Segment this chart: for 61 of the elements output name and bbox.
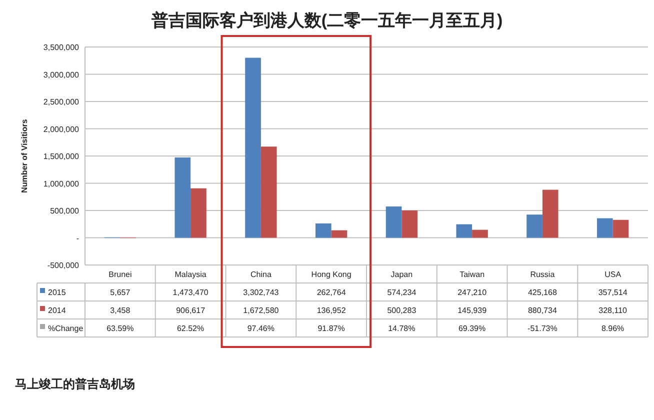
- data-label: 500,283: [387, 306, 417, 315]
- x-tick-label: Brunei: [108, 270, 132, 279]
- bar: [402, 210, 418, 238]
- text: 8.96%: [601, 324, 624, 333]
- data-label: 5,657: [110, 288, 131, 297]
- chart-title: 普吉国际客户到港人数(二零一五年一月至五月): [150, 10, 503, 30]
- data-label: 145,939: [458, 306, 488, 315]
- y-tick-label: 2,000,000: [43, 124, 80, 134]
- bar: [526, 214, 542, 238]
- legend-label: 2014: [48, 306, 66, 315]
- y-axis-title: Number of Visitiors: [20, 118, 29, 193]
- x-tick-label: Taiwan: [460, 270, 485, 279]
- text: 91.87%: [318, 324, 345, 333]
- data-label: 574,234: [387, 288, 417, 297]
- y-tick-label: 3,500,000: [43, 43, 80, 52]
- y-tick-label: 500,000: [50, 206, 80, 216]
- data-label: 136,952: [316, 306, 346, 315]
- data-label: 3,458: [110, 306, 131, 315]
- text: -51.73%: [528, 324, 558, 333]
- data-label: 1,672,580: [243, 306, 280, 315]
- data-label: 3,302,743: [243, 288, 280, 297]
- legend-label: 2015: [48, 288, 66, 297]
- x-tick-label: Japan: [390, 270, 413, 279]
- x-tick-label: China: [250, 270, 272, 279]
- bar: [472, 230, 488, 238]
- data-label: 328,110: [598, 306, 628, 315]
- bar: [174, 157, 191, 238]
- bar: [456, 224, 472, 238]
- data-label: 880,734: [528, 306, 558, 315]
- text: 97.46%: [247, 324, 275, 333]
- bar: [542, 190, 558, 238]
- text: 马上竣工的普吉岛机场: [15, 377, 135, 391]
- data-label: 425,168: [528, 288, 558, 297]
- bar: [190, 188, 206, 238]
- bar: [386, 206, 402, 238]
- bar: [245, 58, 261, 238]
- legend-label: %Change: [48, 324, 84, 333]
- x-tick-label: Malaysia: [174, 270, 207, 279]
- data-label: 906,617: [176, 306, 206, 315]
- bar: [260, 146, 277, 238]
- data-label: 247,210: [458, 288, 488, 297]
- text: 63.59%: [106, 324, 134, 333]
- x-tick-label: Russia: [530, 270, 556, 279]
- y-tick-label: 1,500,000: [43, 152, 80, 161]
- y-tick-label: 1,000,000: [43, 179, 80, 188]
- y-tick-label: -500,000: [47, 261, 80, 270]
- text: 69.39%: [458, 324, 486, 333]
- data-label: 1,473,470: [172, 288, 209, 297]
- bar: [331, 230, 348, 238]
- bar: [315, 223, 332, 238]
- bar: [612, 220, 629, 238]
- y-tick-label: -: [76, 234, 80, 243]
- x-tick-label: USA: [604, 270, 622, 279]
- y-tick-label: 3,000,000: [43, 70, 80, 80]
- y-tick-label: 2,500,000: [43, 98, 80, 106]
- data-label: 357,514: [598, 288, 628, 297]
- bar: [596, 218, 613, 238]
- text: 62.52%: [176, 324, 204, 333]
- data-label: 262,764: [316, 288, 346, 297]
- x-tick-label: Hong Kong: [311, 270, 352, 279]
- text: 14.78%: [388, 324, 416, 333]
